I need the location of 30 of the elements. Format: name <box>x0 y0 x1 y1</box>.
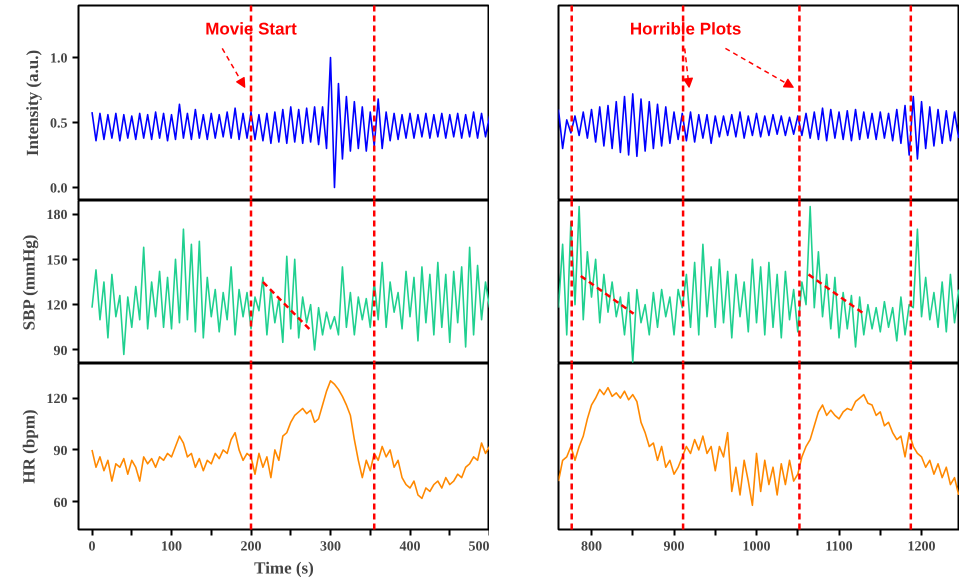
x-tick-label: 200 <box>240 540 262 554</box>
x-tick-label: 1000 <box>742 540 771 554</box>
y-tick-label: 1.0 <box>50 52 68 66</box>
line-series <box>91 228 489 356</box>
x-tick-label: 0 <box>88 540 96 554</box>
y-tick-label: 150 <box>46 253 68 268</box>
line-series <box>91 380 489 500</box>
y-axis-title: SBP (mmHg) <box>20 234 38 330</box>
y-axis-title: Intensity (a.u.) <box>23 50 42 156</box>
x-tick-label: 100 <box>161 540 182 554</box>
y-tick-label: 180 <box>46 208 68 224</box>
x-axis-title: Time (s) <box>254 558 314 578</box>
annotation: Horrible Plots <box>630 19 742 38</box>
y-tick-label: 90 <box>54 344 68 359</box>
x-tick-label: 1100 <box>825 540 853 554</box>
y-tick-label: 0.0 <box>50 182 68 196</box>
annotation: Movie Start <box>205 19 298 38</box>
y-tick-label: 90 <box>54 444 68 459</box>
y-tick-label: 0.5 <box>50 116 68 132</box>
x-tick-label: 800 <box>581 540 602 554</box>
y-tick-label: 60 <box>54 496 68 511</box>
y-tick-label: 120 <box>46 298 68 314</box>
line-series <box>91 56 489 188</box>
x-tick-label: 900 <box>664 540 685 554</box>
y-tick-label: 120 <box>46 392 68 408</box>
x-tick-label: 400 <box>400 540 421 554</box>
y-axis-title: HR (bpm) <box>20 409 38 484</box>
x-tick-label: 1200 <box>908 540 936 554</box>
x-tick-label: 300 <box>320 540 342 554</box>
x-tick-label: 500 <box>468 540 490 554</box>
